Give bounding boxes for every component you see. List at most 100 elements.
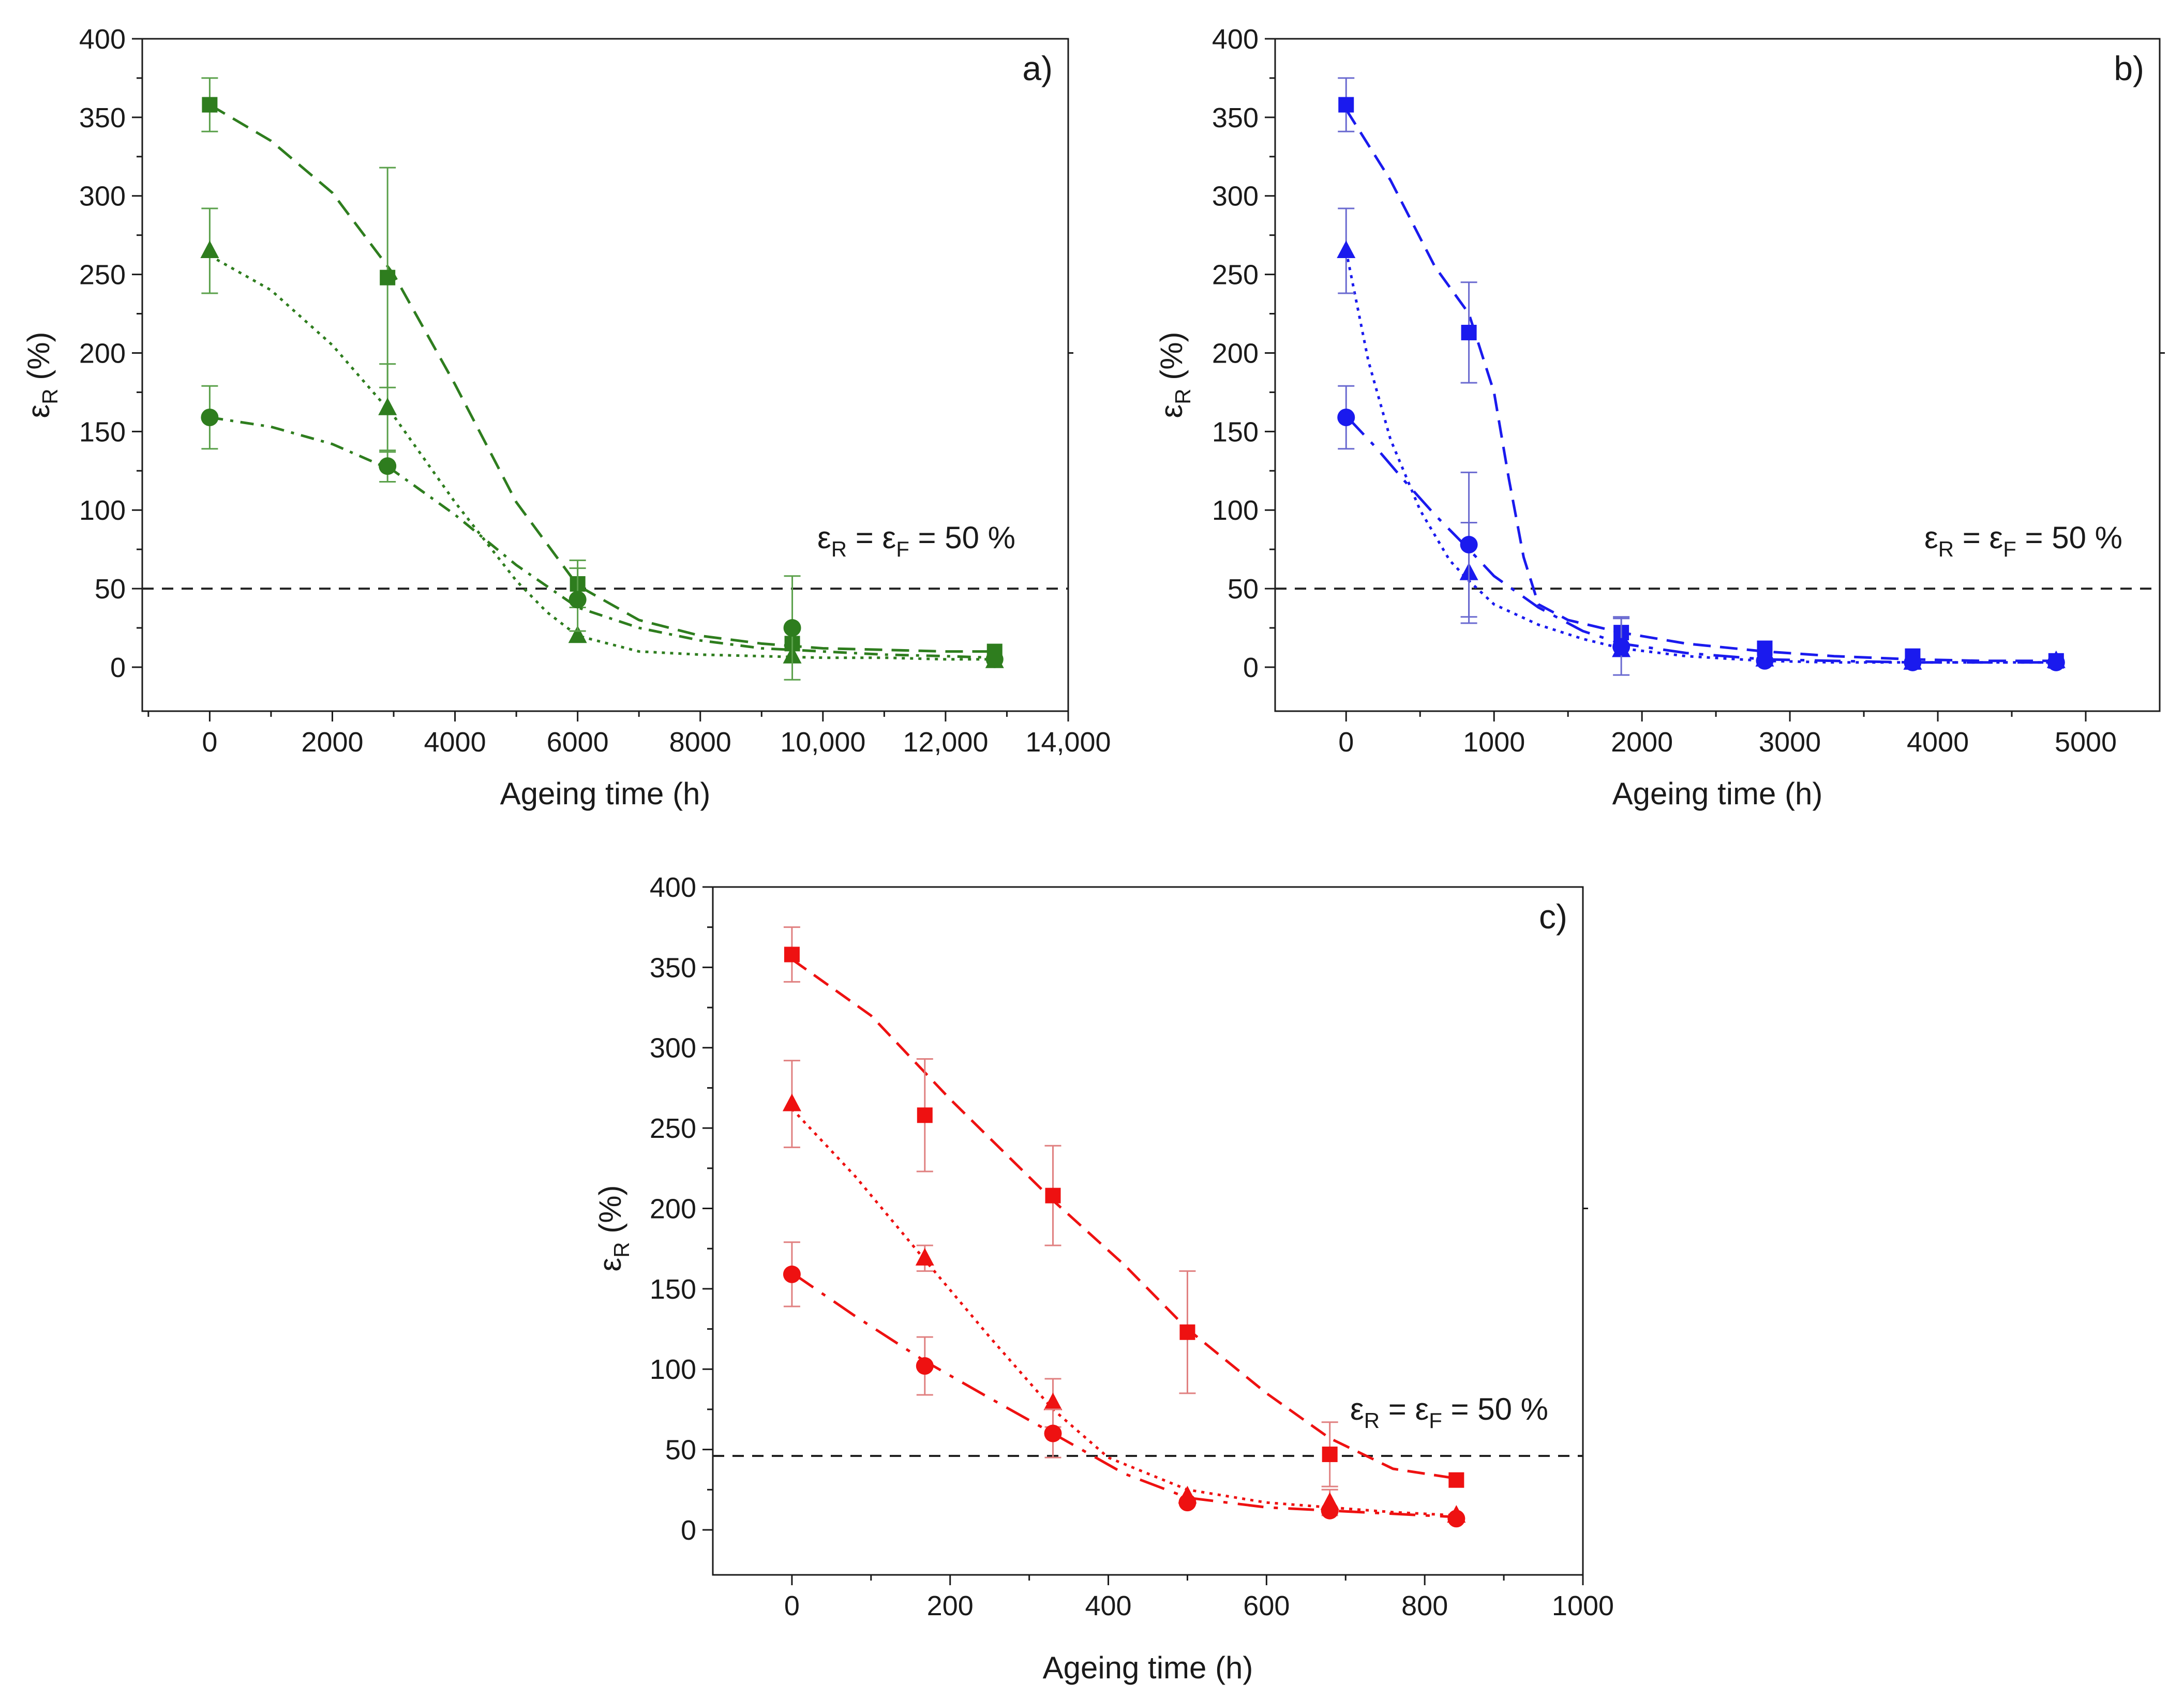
y-axis-title-symbol: ε	[593, 1258, 627, 1272]
x-tick-label: 0	[1338, 727, 1354, 758]
panel-c: 0 200 400 600 800 1000 0 50 100 150 200 250 300 350 40…	[593, 872, 1614, 1685]
y-tick-label: 300	[79, 181, 126, 212]
y-tick-label: 400	[1212, 24, 1259, 55]
annotation-s1: R	[1364, 1408, 1380, 1433]
x-tick-label: 600	[1243, 1590, 1290, 1621]
x-tick-label: 2000	[1611, 727, 1673, 758]
data-point-square	[1045, 1187, 1061, 1204]
y-axis-title-subscript: R	[609, 1242, 634, 1257]
y-tick-label: 200	[650, 1193, 696, 1224]
panel-label: b)	[2114, 49, 2144, 87]
data-point-circle	[569, 591, 587, 609]
annotation-mid: = ε	[1954, 520, 2003, 555]
data-point-circle	[783, 1265, 801, 1283]
data-point-circle	[379, 457, 397, 475]
x-tick-label: 3000	[1759, 727, 1821, 758]
annotation-tail: = 50 %	[909, 520, 1015, 555]
data-point-square	[1448, 1472, 1464, 1488]
data-point-circle	[1756, 652, 1774, 670]
data-point-circle	[1447, 1510, 1465, 1528]
y-tick-label: 0	[681, 1515, 696, 1546]
y-axis-title-symbol: ε	[1154, 404, 1189, 418]
data-point-circle	[985, 650, 1004, 668]
series-circle	[201, 385, 1004, 681]
y-tick-label: 200	[79, 338, 126, 369]
series-circle	[1337, 385, 2065, 676]
x-axis-title: Ageing time (h)	[1043, 1650, 1253, 1685]
data-point-circle	[1612, 638, 1630, 656]
y-tick-label: 350	[650, 952, 696, 983]
y-tick-label: 100	[650, 1354, 696, 1385]
fit-line-triangle	[791, 1108, 1457, 1517]
series-square	[783, 926, 1464, 1488]
annotation-mid: = ε	[1380, 1392, 1429, 1426]
data-point-square	[784, 946, 800, 963]
threshold-annotation: εR = εF = 50 %	[817, 520, 1015, 561]
data-point-triangle	[568, 625, 587, 643]
data-point-square	[1338, 97, 1354, 113]
data-point-square	[917, 1107, 933, 1123]
data-point-circle	[1044, 1424, 1062, 1442]
y-tick-label: 250	[79, 260, 126, 291]
series-triangle	[200, 207, 1004, 668]
y-tick-label: 300	[1212, 181, 1259, 212]
y-axis-title: εR (%)	[1154, 332, 1195, 418]
data-point-circle	[2047, 653, 2065, 671]
annotation-s2: F	[1429, 1408, 1442, 1433]
annotation-e1: ε	[1924, 520, 1938, 555]
data-point-triangle	[782, 1093, 801, 1111]
data-point-triangle	[1043, 1392, 1063, 1410]
plot-frame	[141, 38, 1069, 712]
annotation-e1: ε	[817, 520, 831, 555]
y-tick-label: 150	[1212, 416, 1259, 447]
y-tick-label: 100	[1212, 495, 1259, 526]
fit-line-square	[791, 958, 1457, 1480]
x-tick-label: 12,000	[903, 727, 988, 758]
data-point-triangle	[915, 1247, 934, 1266]
series-circle	[783, 1241, 1465, 1528]
y-tick-label: 250	[650, 1113, 696, 1144]
plot-frame	[712, 886, 1584, 1576]
plot-frame	[1274, 38, 2161, 712]
data-point-square	[380, 269, 396, 285]
data-point-circle	[916, 1357, 934, 1375]
y-axis-title-unit: (%)	[1154, 332, 1189, 388]
series-square	[1338, 77, 2064, 669]
data-point-circle	[1178, 1494, 1196, 1512]
y-tick-label: 50	[95, 574, 126, 605]
annotation-mid: = ε	[847, 520, 896, 555]
y-tick-label: 300	[650, 1033, 696, 1064]
y-tick-label: 200	[1212, 338, 1259, 369]
y-tick-label: 100	[79, 495, 126, 526]
y-tick-label: 350	[79, 102, 126, 133]
data-point-circle	[1904, 653, 1922, 671]
y-tick-label: 250	[1212, 260, 1259, 291]
y-axis-title-unit: (%)	[593, 1185, 627, 1242]
y-axis-title: εR (%)	[21, 332, 62, 418]
fit-line-square	[1345, 109, 2056, 663]
x-axis-title: Ageing time (h)	[1612, 776, 1823, 811]
series-triangle	[1337, 207, 2066, 670]
x-tick-label: 10,000	[780, 727, 865, 758]
fit-line-circle	[791, 1271, 1457, 1518]
y-axis-title-unit: (%)	[21, 332, 56, 388]
y-axis-title-subscript: R	[1171, 388, 1195, 404]
fit-line-triangle	[209, 254, 995, 661]
fit-line-circle	[1345, 415, 2056, 664]
y-tick-label: 150	[79, 416, 126, 447]
data-point-square	[1322, 1446, 1338, 1462]
y-tick-label: 150	[650, 1274, 696, 1305]
x-axis-title: Ageing time (h)	[500, 776, 711, 811]
y-tick-label: 400	[79, 24, 126, 55]
fit-line-circle	[210, 416, 995, 659]
annotation-e1: ε	[1350, 1392, 1364, 1426]
x-tick-label: 200	[927, 1590, 974, 1621]
panel-label: a)	[1022, 49, 1053, 87]
x-tick-label: 1000	[1552, 1590, 1614, 1621]
panel-b: 0 1000 2000 3000 4000 5000 0 50 100 150 200 250 300 3…	[1154, 24, 2165, 811]
y-tick-label: 0	[1243, 652, 1259, 683]
x-tick-label: 14,000	[1025, 727, 1111, 758]
x-tick-label: 8000	[669, 727, 731, 758]
data-point-square	[1179, 1324, 1195, 1340]
